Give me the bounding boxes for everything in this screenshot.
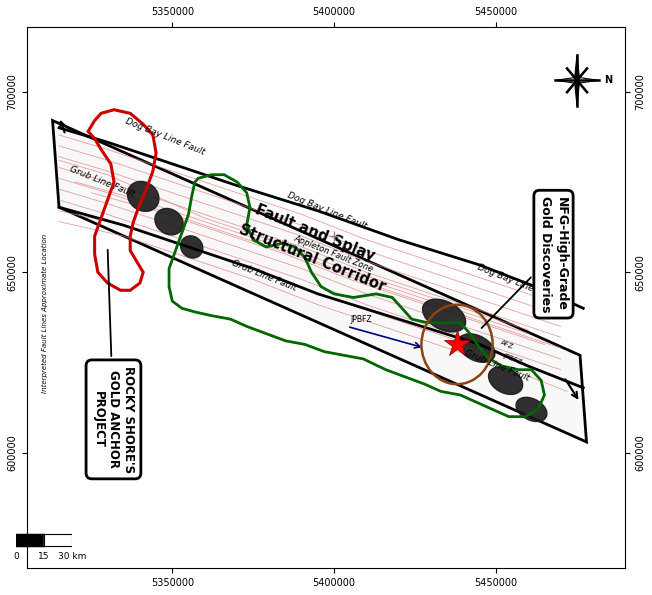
Text: AFZ: AFZ bbox=[499, 339, 514, 350]
Polygon shape bbox=[577, 77, 599, 83]
Polygon shape bbox=[556, 77, 577, 83]
Ellipse shape bbox=[127, 181, 159, 211]
Text: ROCKY SHORE'S
GOLD ANCHOR
PROJECT: ROCKY SHORE'S GOLD ANCHOR PROJECT bbox=[92, 250, 135, 473]
Text: Dog Bay Line Fault: Dog Bay Line Fault bbox=[477, 263, 559, 303]
Text: Dog Bay Line Fault: Dog Bay Line Fault bbox=[286, 191, 368, 231]
Polygon shape bbox=[574, 80, 580, 106]
Ellipse shape bbox=[155, 208, 183, 235]
Ellipse shape bbox=[422, 299, 466, 332]
Ellipse shape bbox=[488, 367, 523, 394]
Text: NFG-High-Grade
Gold Discoveries: NFG-High-Grade Gold Discoveries bbox=[482, 196, 567, 328]
Text: Grub Line Fault: Grub Line Fault bbox=[231, 259, 298, 293]
Text: Fault and Splay: Fault and Splay bbox=[253, 202, 377, 264]
Ellipse shape bbox=[516, 397, 547, 421]
Text: Interpreted Fault Lines Approximate Location: Interpreted Fault Lines Approximate Loca… bbox=[42, 234, 48, 393]
Polygon shape bbox=[53, 121, 587, 442]
Text: N: N bbox=[604, 76, 612, 85]
Text: Structural Corridor: Structural Corridor bbox=[237, 221, 388, 294]
Text: 15: 15 bbox=[38, 552, 50, 560]
Ellipse shape bbox=[458, 334, 495, 362]
Polygon shape bbox=[574, 55, 580, 80]
Ellipse shape bbox=[181, 236, 203, 258]
Text: Appleton Fault Zone: Appleton Fault Zone bbox=[292, 234, 374, 274]
Text: 0: 0 bbox=[14, 552, 19, 560]
Text: Grub Line Fault: Grub Line Fault bbox=[68, 165, 136, 199]
Text: Grub Line Fault: Grub Line Fault bbox=[464, 349, 531, 383]
Text: Dog Bay Line Fault: Dog Bay Line Fault bbox=[124, 117, 206, 157]
Text: JPBFZ: JPBFZ bbox=[350, 315, 372, 324]
Text: JPBFZ: JPBFZ bbox=[502, 352, 523, 365]
Text: 30 km: 30 km bbox=[57, 552, 86, 560]
